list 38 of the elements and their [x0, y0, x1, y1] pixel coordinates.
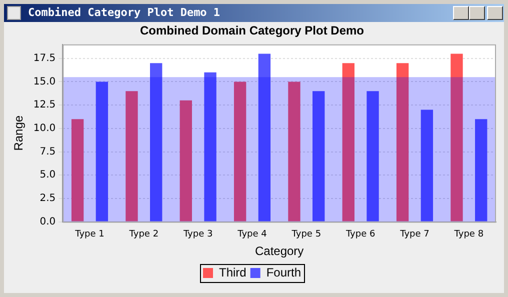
bar — [96, 82, 108, 222]
legend-label: Fourth — [266, 265, 302, 280]
y-tick-label: 17.5 — [33, 53, 56, 64]
bar — [366, 91, 379, 222]
bar — [475, 119, 488, 222]
x-tick-label: Type 4 — [236, 230, 268, 240]
bar — [180, 100, 192, 222]
bar — [420, 110, 434, 222]
y-axis-title: Range — [12, 115, 26, 151]
y-tick-label: 5.0 — [40, 170, 56, 181]
x-axis-title: Category — [254, 244, 304, 258]
bar — [396, 63, 409, 222]
bar — [258, 54, 271, 222]
x-tick-label: Type 3 — [182, 230, 213, 240]
y-tick-label: 15.0 — [33, 76, 56, 88]
legend-label: Third — [218, 265, 246, 280]
x-tick-label: Type 5 — [290, 230, 322, 240]
y-tick-label: 7.5 — [40, 146, 56, 158]
y-tick-label: 10.0 — [33, 123, 56, 134]
x-tick-label: Type 2 — [128, 230, 159, 240]
bar — [71, 119, 84, 222]
x-tick-label: Type 8 — [453, 230, 484, 240]
bar — [126, 91, 138, 222]
bar — [342, 63, 354, 222]
x-tick-label: Type 6 — [344, 230, 376, 240]
chart-title: Combined Domain Category Plot Demo — [140, 24, 364, 38]
bar — [312, 91, 325, 222]
bar — [150, 63, 162, 222]
x-tick-label: Type 1 — [74, 230, 104, 240]
y-tick-label: 2.5 — [40, 193, 56, 204]
bar — [234, 82, 246, 222]
y-tick-label: 0.0 — [40, 216, 56, 228]
bar — [204, 72, 216, 222]
x-tick-label: Type 7 — [399, 230, 430, 240]
bar — [450, 54, 463, 222]
bar — [288, 82, 300, 222]
text: Combined Category Plot Demo 1 — [28, 6, 220, 19]
y-tick-label: 12.5 — [33, 100, 56, 111]
